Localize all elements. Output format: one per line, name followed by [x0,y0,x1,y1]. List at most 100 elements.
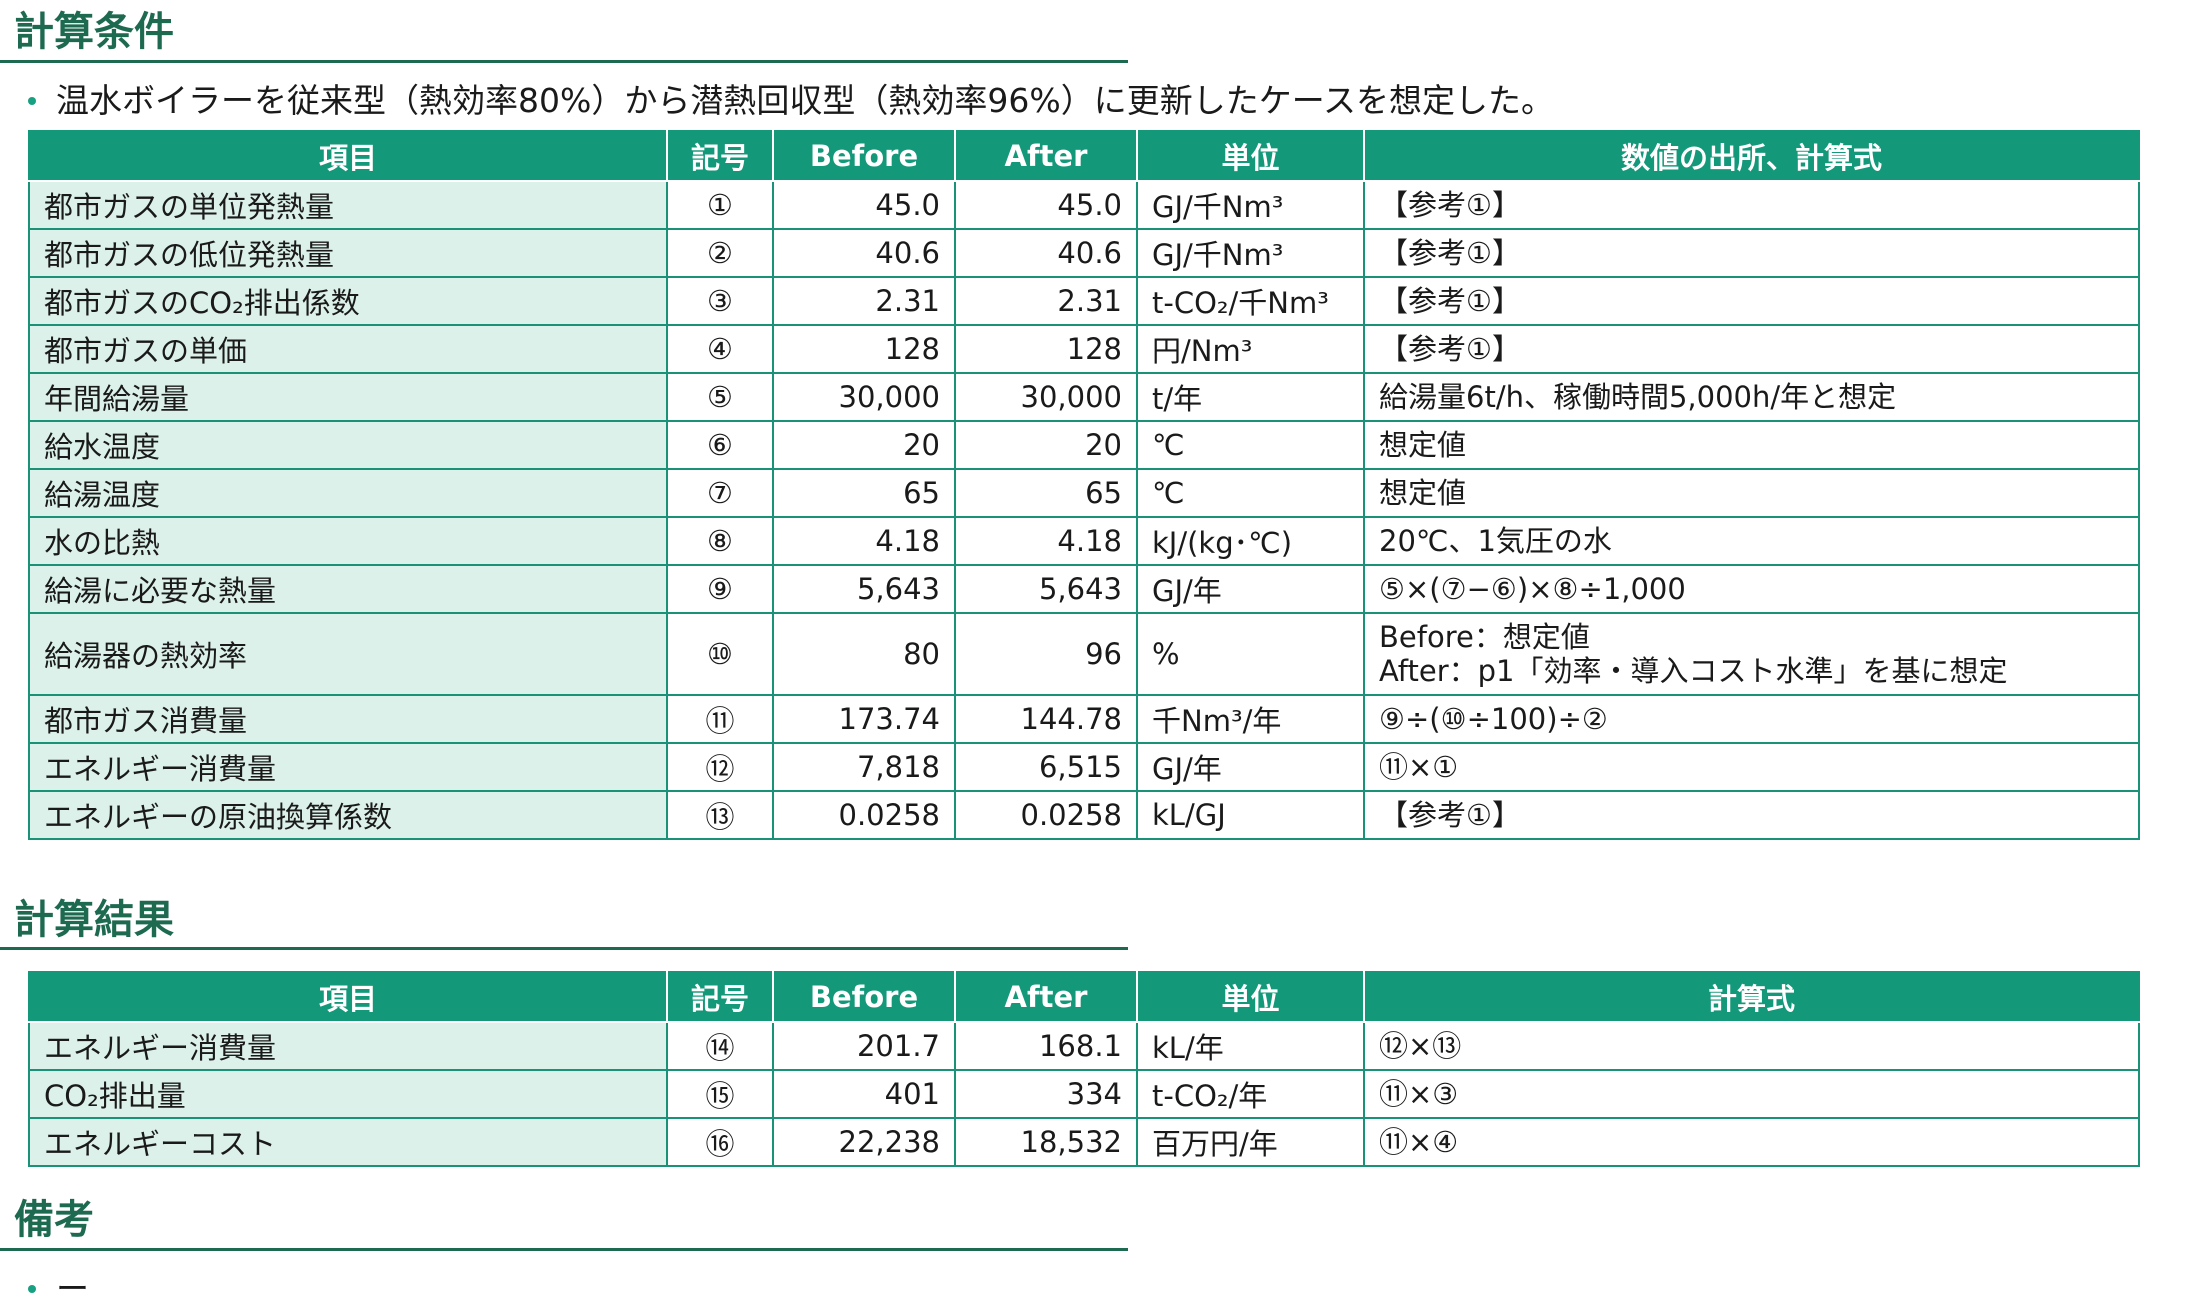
table-row: 水の比熱 ⑧ 4.18 4.18 kJ/(kg･℃) 20℃、1気圧の水 [28,516,2140,566]
source-line: ⑪×③ [1379,1077,1459,1111]
symbol-cell: ⑭ [666,1021,774,1071]
item-cell: CO₂排出量 [28,1069,668,1119]
conditions-note-text: 温水ボイラーを従来型（熱効率80%）から潜熱回収型（熱効率96%）に更新したケー… [56,81,1555,120]
bullet-dot-icon [28,1284,36,1293]
source-cell: 20℃、1気圧の水 [1363,516,2140,566]
unit-cell: kL/年 [1136,1021,1365,1071]
source-line: Before：想定値 [1379,620,1590,654]
symbol-cell: ⑨ [666,564,774,614]
unit-cell: ℃ [1136,420,1365,470]
before-cell: 128 [772,324,956,374]
source-line: ⑨÷(⑩÷100)÷② [1379,702,1608,736]
after-cell: 40.6 [954,228,1138,278]
results-title-rule [0,947,1128,950]
table-row: エネルギー消費量 ⑭ 201.7 168.1 kL/年 ⑫×⑬ [28,1021,2140,1071]
source-line: 20℃、1気圧の水 [1379,524,1612,558]
table-row: 給水温度 ⑥ 20 20 ℃ 想定値 [28,420,2140,470]
results-header-item: 項目 [28,971,668,1023]
item-cell: エネルギー消費量 [28,1021,668,1071]
source-cell: ⑪×① [1363,742,2140,792]
before-cell: 22,238 [772,1117,956,1167]
item-cell: 都市ガスの低位発熱量 [28,228,668,278]
source-cell: 想定値 [1363,468,2140,518]
symbol-cell: ⑯ [666,1117,774,1167]
unit-cell: % [1136,612,1365,696]
unit-cell: ℃ [1136,468,1365,518]
table-row: 年間給湯量 ⑤ 30,000 30,000 t/年 給湯量6t/h、稼働時間5,000h/… [28,372,2140,422]
conditions-note: 温水ボイラーを従来型（熱効率80%）から潜熱回収型（熱効率96%）に更新したケー… [28,84,1554,117]
item-cell: 給湯に必要な熱量 [28,564,668,614]
table-row: エネルギー消費量 ⑫ 7,818 6,515 GJ/年 ⑪×① [28,742,2140,792]
source-cell: 想定値 [1363,420,2140,470]
results-header-unit: 単位 [1136,971,1365,1023]
unit-cell: 千Nm³/年 [1136,694,1365,744]
bullet-dot-icon [28,96,36,105]
conditions-title: 計算条件 [14,9,174,55]
table-row: 給湯温度 ⑦ 65 65 ℃ 想定値 [28,468,2140,518]
table-row: 都市ガス消費量 ⑪ 173.74 144.78 千Nm³/年 ⑨÷(⑩÷100)÷② [28,694,2140,744]
item-cell: 都市ガスのCO₂排出係数 [28,276,668,326]
table-row: 都市ガスの単位発熱量 ① 45.0 45.0 GJ/千Nm³ 【参考①】 [28,180,2140,230]
source-cell: ⑤×(⑦−⑥)×⑧÷1,000 [1363,564,2140,614]
source-line: ⑤×(⑦−⑥)×⑧÷1,000 [1379,572,1686,606]
symbol-cell: ⑧ [666,516,774,566]
item-cell: エネルギーコスト [28,1117,668,1167]
symbol-cell: ① [666,180,774,230]
table-row: 都市ガスの低位発熱量 ② 40.6 40.6 GJ/千Nm³ 【参考①】 [28,228,2140,278]
symbol-cell: ⑫ [666,742,774,792]
item-cell: 都市ガスの単価 [28,324,668,374]
before-cell: 45.0 [772,180,956,230]
before-cell: 0.0258 [772,790,956,840]
unit-cell: GJ/千Nm³ [1136,228,1365,278]
source-cell: ⑫×⑬ [1363,1021,2140,1071]
source-cell: ⑪×③ [1363,1069,2140,1119]
remarks-note: ー [28,1272,89,1305]
source-cell: ⑪×④ [1363,1117,2140,1167]
conditions-header-unit: 単位 [1136,130,1365,182]
symbol-cell: ⑦ [666,468,774,518]
before-cell: 7,818 [772,742,956,792]
conditions-header-row: 項目 記号 Before After 単位 数値の出所、計算式 [28,130,2140,182]
conditions-title-rule [0,60,1128,63]
results-title: 計算結果 [14,897,174,943]
results-header-after: After [954,971,1138,1023]
item-cell: 水の比熱 [28,516,668,566]
item-cell: 給水温度 [28,420,668,470]
results-header-row: 項目 記号 Before After 単位 計算式 [28,971,2140,1023]
before-cell: 40.6 [772,228,956,278]
remarks-note-text: ー [56,1269,89,1308]
unit-cell: GJ/千Nm³ [1136,180,1365,230]
unit-cell: t-CO₂/年 [1136,1069,1365,1119]
results-table: 項目 記号 Before After 単位 計算式 エネルギー消費量 ⑭ 201.7… [28,971,2140,1167]
item-cell: 年間給湯量 [28,372,668,422]
after-cell: 2.31 [954,276,1138,326]
remarks-title: 備考 [14,1197,94,1243]
table-row: 給湯器の熱効率 ⑩ 80 96% Before：想定値 After：p1「効率・導入コスト… [28,612,2140,696]
table-row: CO₂排出量 ⑮ 401 334 t-CO₂/年 ⑪×③ [28,1069,2140,1119]
item-cell: 都市ガスの単位発熱量 [28,180,668,230]
after-cell: 96 [954,612,1138,696]
source-cell: Before：想定値 After：p1「効率・導入コスト水準」を基に想定 [1363,612,2140,696]
before-cell: 5,643 [772,564,956,614]
source-line: 【参考①】 [1379,188,1521,222]
symbol-cell: ⑤ [666,372,774,422]
source-cell: 【参考①】 [1363,276,2140,326]
source-line: 【参考①】 [1379,798,1521,832]
source-line: 給湯量6t/h、稼働時間5,000h/年と想定 [1379,380,1897,414]
table-row: 都市ガスの単価 ④ 128 128 円/Nm³ 【参考①】 [28,324,2140,374]
symbol-cell: ⑩ [666,612,774,696]
source-line: ⑪×① [1379,750,1459,784]
after-cell: 30,000 [954,372,1138,422]
symbol-cell: ④ [666,324,774,374]
source-cell: ⑨÷(⑩÷100)÷② [1363,694,2140,744]
item-cell: エネルギーの原油換算係数 [28,790,668,840]
before-cell: 65 [772,468,956,518]
source-cell: 給湯量6t/h、稼働時間5,000h/年と想定 [1363,372,2140,422]
results-header-before: Before [772,971,956,1023]
conditions-header-before: Before [772,130,956,182]
table-row: エネルギーコスト ⑯ 22,238 18,532 百万円/年 ⑪×④ [28,1117,2140,1167]
source-line: After：p1「効率・導入コスト水準」を基に想定 [1379,654,2008,688]
source-line: ⑪×④ [1379,1125,1459,1159]
remarks-title-rule [0,1248,1128,1251]
before-cell: 201.7 [772,1021,956,1071]
